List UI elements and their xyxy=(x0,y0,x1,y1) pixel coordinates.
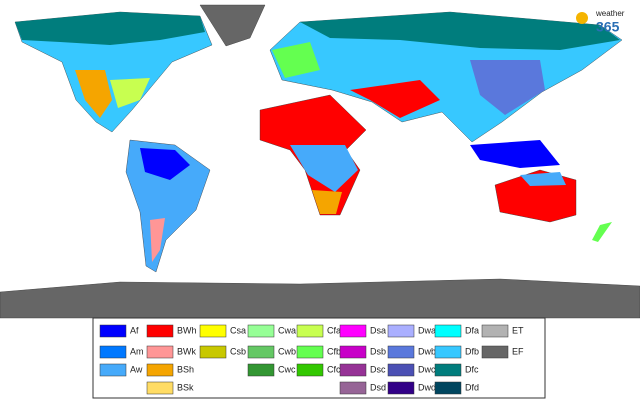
legend-label: BWh xyxy=(177,325,197,335)
legend-label: Cwa xyxy=(278,325,296,335)
amazon xyxy=(140,148,190,180)
legend-label: Dfb xyxy=(465,346,479,356)
legend-label: Aw xyxy=(130,364,143,374)
legend-swatch xyxy=(387,345,415,359)
legend-label: Dsa xyxy=(370,325,386,335)
logo-sun xyxy=(576,12,588,24)
legend-swatch xyxy=(339,324,367,338)
legend-swatch xyxy=(434,363,462,377)
north-america-subarctic xyxy=(15,12,205,45)
legend-label: Dwb xyxy=(418,346,436,356)
legend-swatch xyxy=(339,345,367,359)
south-america-south xyxy=(150,218,165,262)
north-america-dry xyxy=(75,70,112,118)
legend-swatch xyxy=(296,345,324,359)
world-map xyxy=(0,4,640,319)
legend-label: BSk xyxy=(177,382,194,392)
legend-swatch xyxy=(146,324,174,338)
legend-swatch xyxy=(247,363,275,377)
legend-label: Dfc xyxy=(465,364,479,374)
legend-swatch xyxy=(481,324,509,338)
legend-swatch xyxy=(339,381,367,395)
legend: Af Am Aw BWh BWk BSh BSk Csa Csb Cwa Cwb Cwc Cfa Cfb C… xyxy=(99,324,524,395)
logo: weather 365 xyxy=(576,9,625,35)
legend-label: Cfa xyxy=(327,325,341,335)
australia-north xyxy=(520,172,566,186)
legend-swatch xyxy=(434,381,462,395)
legend-swatch xyxy=(99,345,127,359)
south-america xyxy=(125,139,211,273)
legend-swatch xyxy=(99,363,127,377)
legend-swatch xyxy=(146,381,174,395)
africa-south xyxy=(312,190,342,214)
legend-label: Cfb xyxy=(327,346,341,356)
legend-swatch xyxy=(247,324,275,338)
legend-swatch xyxy=(387,381,415,395)
logo-brand: weather xyxy=(595,9,625,18)
legend-swatch xyxy=(146,363,174,377)
legend-label: Csa xyxy=(230,325,246,335)
legend-label: Af xyxy=(130,325,139,335)
africa-tropical xyxy=(290,145,358,192)
logo-number: 365 xyxy=(596,19,620,35)
legend-label: Dsd xyxy=(370,382,386,392)
legend-swatch xyxy=(247,345,275,359)
legend-swatch xyxy=(296,324,324,338)
new-zealand xyxy=(592,222,612,242)
legend-swatch xyxy=(199,324,227,338)
legend-label: BWk xyxy=(177,346,196,356)
greenland xyxy=(199,4,266,47)
legend-label: Dsc xyxy=(370,364,386,374)
legend-label: Cwc xyxy=(278,364,296,374)
legend-swatch xyxy=(296,363,324,377)
legend-label: Cwb xyxy=(278,346,296,356)
legend-label: EF xyxy=(512,346,524,356)
legend-swatch xyxy=(146,345,174,359)
legend-label: Dfd xyxy=(465,382,479,392)
legend-label: Am xyxy=(130,346,144,356)
siberia xyxy=(300,12,620,50)
legend-swatch xyxy=(387,324,415,338)
north-america-temperate xyxy=(110,78,150,108)
legend-label: Dfa xyxy=(465,325,479,335)
legend-label: Dwd xyxy=(418,382,436,392)
legend-swatch xyxy=(434,324,462,338)
legend-label: Cfc xyxy=(327,364,341,374)
east-asia xyxy=(470,60,545,115)
legend-label: Csb xyxy=(230,346,246,356)
legend-label: Dsb xyxy=(370,346,386,356)
middle-east xyxy=(350,80,440,118)
legend-label: Dwa xyxy=(418,325,436,335)
legend-swatch xyxy=(387,363,415,377)
legend-swatch xyxy=(199,345,227,359)
legend-swatch xyxy=(99,324,127,338)
legend-label: BSh xyxy=(177,364,194,374)
antarctica xyxy=(0,278,640,319)
legend-label: Dwc xyxy=(418,364,436,374)
legend-swatch xyxy=(481,345,509,359)
maritime-asia xyxy=(470,140,560,168)
legend-label: ET xyxy=(512,325,524,335)
europe xyxy=(272,42,320,78)
legend-swatch xyxy=(339,363,367,377)
legend-swatch xyxy=(434,345,462,359)
